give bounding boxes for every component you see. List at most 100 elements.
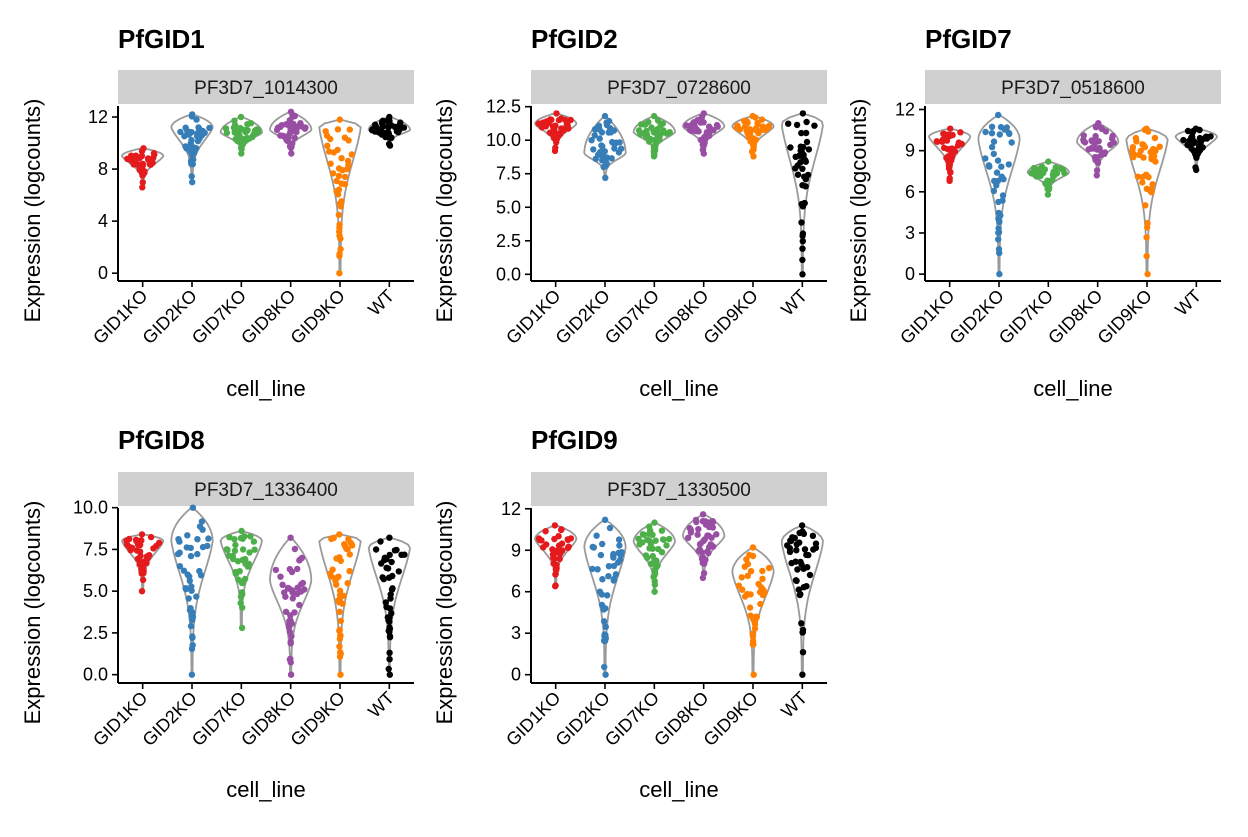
data-point [251,546,258,553]
panel-pfgid7: PfGID7PF3D7_0518600036912GID1KOGID2KOGID… [846,24,1221,401]
violin-gid8ko [269,536,313,676]
data-point [744,572,751,579]
data-point [590,146,597,153]
y-axis-title: Expression (logcounts) [20,99,45,323]
data-point [946,175,953,182]
data-point [234,137,241,145]
data-point [612,571,620,578]
facet-strip [531,472,827,506]
data-point [688,127,695,135]
data-point [1098,125,1105,132]
data-point [133,155,140,162]
data-point [799,649,807,656]
panel-pfgid9: PfGID9PF3D7_1330500036912GID1KOGID2KOGID… [432,425,827,802]
data-point [188,173,195,180]
data-point [948,151,956,159]
data-point [333,177,340,185]
data-point [334,146,341,154]
data-point [605,563,613,570]
data-point [333,581,340,588]
data-point [384,614,391,621]
data-point [799,110,807,117]
data-point [599,151,606,158]
data-point [282,121,290,128]
data-point [139,160,147,168]
data-point [995,111,1002,119]
data-point [140,565,147,573]
data-point [947,125,954,132]
data-point [757,600,764,608]
data-point [759,575,766,582]
data-point [176,563,184,570]
data-point [189,178,196,186]
data-point [335,211,342,219]
data-point [709,518,716,525]
data-point [685,534,692,541]
data-point [395,568,402,575]
data-point [230,124,238,131]
data-point [387,591,394,598]
data-point [188,612,195,620]
data-point [610,554,617,561]
data-point [593,532,600,539]
data-point [799,671,806,678]
data-point [1001,126,1008,133]
data-point [346,126,353,133]
data-point [289,595,296,602]
data-point [174,550,182,558]
y-tick-label: 8 [98,159,108,179]
data-point [184,532,191,539]
data-point [546,129,554,136]
y-tick-label: 7.5 [496,164,521,184]
x-tick-label: GID9KO [287,688,349,750]
panel-pfgid2: PfGID2 PF3D7_0728600 0.0 2.5 5.0 7.5 10.0 12.5 G… [432,24,827,401]
data-point [194,536,201,543]
data-point [1203,133,1210,141]
data-point [714,123,721,130]
data-point [640,121,648,128]
data-point [341,134,349,141]
data-point [388,586,396,593]
data-point [698,555,706,563]
data-point [143,553,151,560]
data-point [201,129,208,136]
data-point [341,173,349,181]
data-point [982,155,989,162]
x-tick-label: GID9KO [1094,286,1156,348]
data-point [336,232,343,239]
data-point [1092,123,1100,130]
data-point [383,564,390,571]
data-point [598,129,606,136]
y-tick-label: 2.5 [496,231,521,251]
data-point [143,560,150,567]
data-point [1093,172,1101,179]
data-point [336,554,343,561]
data-point [385,124,392,131]
data-point [1139,173,1146,181]
data-point [803,118,810,126]
x-tick-label: WT [1171,286,1205,320]
data-point [1045,186,1052,193]
data-point [293,128,300,136]
data-point [658,549,666,556]
data-point [1005,161,1012,168]
data-point [602,671,609,678]
data-point [194,550,201,558]
data-point [666,535,673,543]
data-point [336,643,343,650]
data-point [754,119,761,127]
data-point [386,671,393,678]
data-point [338,198,345,205]
data-point [800,530,808,537]
data-point [696,546,703,553]
data-point [1180,136,1187,144]
data-point [251,130,258,137]
data-point [982,128,989,136]
data-point [605,573,612,580]
data-point [616,542,623,549]
data-point [933,138,940,145]
data-point [945,165,953,172]
data-point [649,545,656,552]
data-point [176,538,183,545]
data-point [206,124,213,132]
